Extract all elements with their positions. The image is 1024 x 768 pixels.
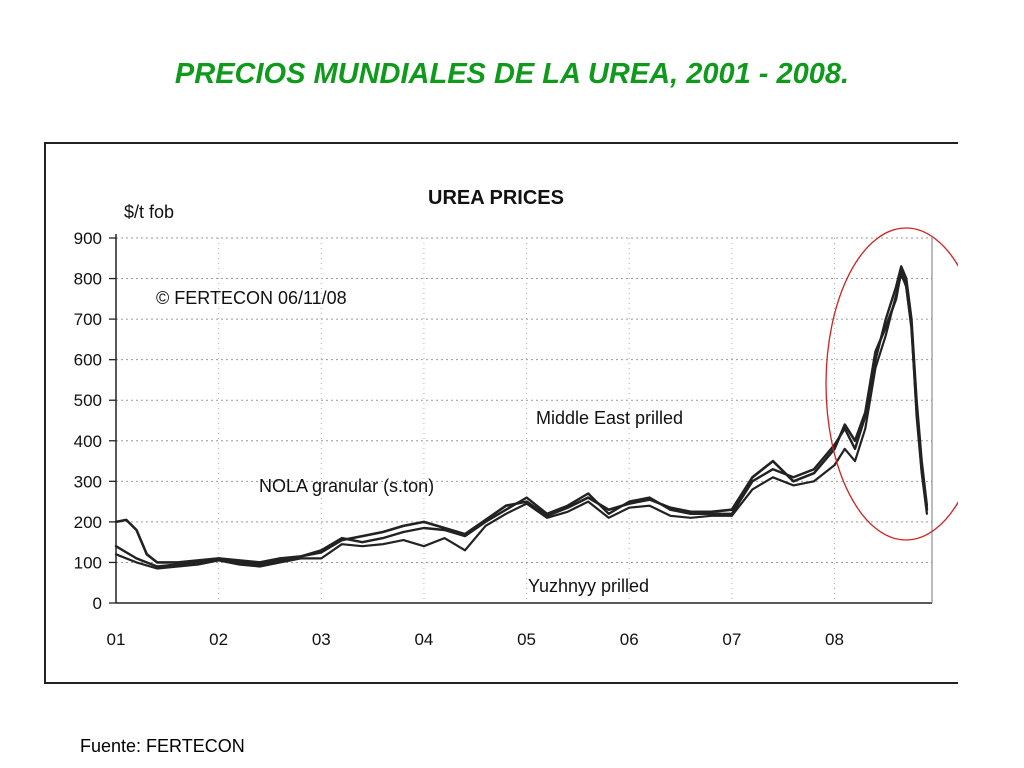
y-tick-label: 600 [74, 351, 102, 370]
chart-title: UREA PRICES [428, 187, 564, 209]
y-tick-labels: 0 100 200 300 400 500 600 700 800 900 [74, 229, 102, 613]
y-tick-label: 300 [74, 472, 102, 491]
y-tick-label: 500 [74, 391, 102, 410]
y-tick-label: 400 [74, 432, 102, 451]
x-tick-label: 06 [620, 630, 639, 649]
highlight-circle [825, 227, 958, 541]
series-line-nola-granular-s-ton [114, 269, 929, 564]
copyright-label: © FERTECON 06/11/08 [156, 288, 347, 308]
x-tick-label: 05 [517, 630, 536, 649]
x-tick-label: 04 [414, 630, 433, 649]
x-tick-label: 03 [312, 630, 331, 649]
y-tick-label: 0 [93, 594, 102, 613]
x-tick-label: 01 [107, 630, 126, 649]
series-label: Middle East prilled [536, 408, 683, 428]
grid-lines [116, 237, 932, 603]
x-tick-label: 02 [209, 630, 228, 649]
series-label: Yuzhnyy prilled [528, 576, 649, 596]
slide-title: PRECIOS MUNDIALES DE LA UREA, 2001 - 200… [174, 58, 850, 90]
y-tick-label: 200 [74, 513, 102, 532]
urea-price-chart: UREA PRICES $/t fob © FERTECON 06/11/08 … [74, 187, 958, 649]
x-tick-label: 08 [825, 630, 844, 649]
series-lines [114, 265, 929, 570]
x-tick-labels: 01 02 03 04 05 06 07 08 [107, 630, 844, 649]
y-tick-label: 800 [74, 270, 102, 289]
y-tick-label: 900 [74, 229, 102, 248]
y-tick-label: 700 [74, 310, 102, 329]
series-labels: Middle East prilled NOLA granular (s.ton)… [259, 408, 683, 596]
source-note: Fuente: FERTECON [80, 736, 245, 756]
chart-frame: UREA PRICES $/t fob © FERTECON 06/11/08 … [44, 142, 958, 684]
y-tick-label: 100 [74, 553, 102, 572]
y-axis-label: $/t fob [124, 202, 174, 222]
series-line-yuzhnyy-prilled [114, 273, 929, 570]
x-tick-label: 07 [722, 630, 741, 649]
series-label: NOLA granular (s.ton) [259, 476, 434, 496]
